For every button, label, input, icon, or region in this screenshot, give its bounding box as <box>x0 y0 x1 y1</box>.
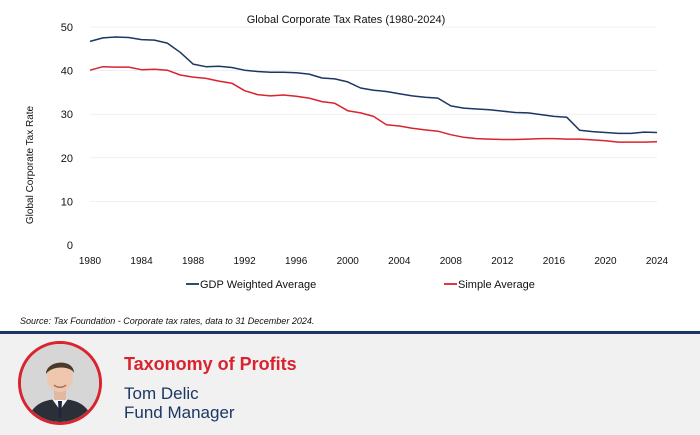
manager-name: Tom Delic <box>124 384 199 403</box>
line-chart: Global Corporate Tax Rates (1980-2024) G… <box>25 14 669 291</box>
divider <box>0 331 700 334</box>
footer: Taxonomy of Profits Tom Delic Fund Manag… <box>0 334 700 435</box>
manager-role: Fund Manager <box>124 403 235 422</box>
y-tick-label: 0 <box>67 240 73 252</box>
x-tick-label: 1988 <box>182 256 205 267</box>
x-ticks: 1980 1984 1988 1992 1996 2000 2004 2008 2012 2016… <box>79 256 669 267</box>
portrait-image <box>21 344 99 422</box>
source-note: Source: Tax Foundation - Corporate tax r… <box>20 316 315 326</box>
x-tick-label: 1984 <box>130 256 153 267</box>
x-tick-label: 1992 <box>234 256 257 267</box>
y-tick-label: 20 <box>61 153 73 165</box>
chart-title: Global Corporate Tax Rates (1980-2024) <box>247 14 446 26</box>
x-tick-label: 2000 <box>337 256 360 267</box>
y-tick-label: 30 <box>61 109 73 121</box>
series-lines <box>89 36 658 143</box>
x-tick-label: 2012 <box>491 256 514 267</box>
y-tick-label: 40 <box>61 66 73 78</box>
footer-title: Taxonomy of Profits <box>124 354 297 374</box>
x-tick-label: 2004 <box>388 256 411 267</box>
x-tick-label: 2008 <box>440 256 463 267</box>
x-tick-label: 2020 <box>594 256 617 267</box>
legend-label-gdp: GDP Weighted Average <box>200 279 316 291</box>
x-tick-label: 1996 <box>285 256 308 267</box>
grid-lines <box>90 26 657 202</box>
avatar <box>18 341 102 425</box>
y-ticks: 0 10 20 30 40 50 <box>61 22 73 252</box>
y-tick-label: 50 <box>61 22 73 34</box>
y-tick-label: 10 <box>61 196 73 208</box>
x-tick-label: 2024 <box>646 256 669 267</box>
x-tick-label: 2016 <box>543 256 566 267</box>
y-axis-label: Global Corporate Tax Rate <box>25 105 36 224</box>
x-tick-label: 1980 <box>79 256 102 267</box>
legend-label-simple: Simple Average <box>458 279 535 291</box>
legend: GDP Weighted Average Simple Average <box>186 279 535 291</box>
series-line-gdp-weighted <box>89 36 658 135</box>
series-line-simple-average <box>89 65 658 143</box>
